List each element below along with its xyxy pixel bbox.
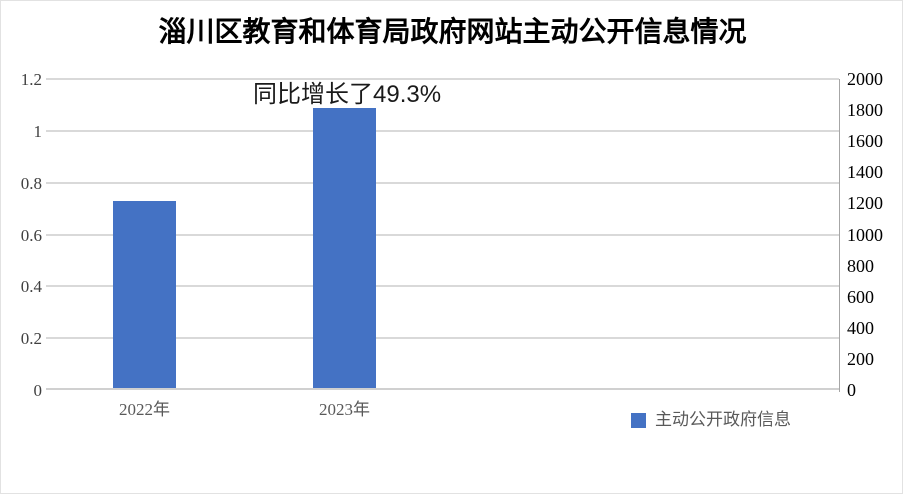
right-value-axis: 0 200 400 600 800 1000 1200 1400 1600 1800 2000 bbox=[847, 70, 902, 399]
right-axis-tick-label: 0 bbox=[847, 380, 856, 400]
gridline bbox=[46, 337, 839, 340]
gridline bbox=[46, 233, 839, 236]
left-axis-tick-label: 0.8 bbox=[20, 173, 42, 193]
legend-item-label: 主动公开政府信息 bbox=[655, 410, 791, 429]
bar[interactable] bbox=[113, 201, 176, 390]
right-axis-tick-label: 600 bbox=[847, 286, 874, 307]
right-axis-tick-label: 200 bbox=[847, 348, 874, 369]
left-axis-tick-label: 0.4 bbox=[20, 277, 42, 297]
legend-swatch-icon bbox=[631, 412, 646, 428]
category-label: 2022年 bbox=[119, 400, 170, 419]
right-axis-tick-label: 400 bbox=[847, 317, 874, 338]
right-axis-tick-label: 1400 bbox=[847, 162, 883, 183]
gridline bbox=[46, 181, 839, 184]
left-value-axis: 0 0.2 0.4 0.6 0.8 1 1.2 bbox=[1, 71, 43, 399]
right-axis-tick-label: 1000 bbox=[847, 224, 883, 245]
chart-title: 淄川区教育和体育局政府网站主动公开信息情况 bbox=[158, 17, 747, 48]
plot-area bbox=[46, 78, 839, 390]
category-label: 2023年 bbox=[319, 400, 370, 419]
gridline bbox=[46, 78, 839, 80]
left-axis-tick-label: 1.2 bbox=[20, 70, 42, 89]
right-axis-tick-label: 800 bbox=[847, 255, 874, 276]
right-axis-tick-label: 1800 bbox=[847, 100, 883, 121]
left-axis-tick-label: 0.2 bbox=[20, 329, 42, 349]
gridline bbox=[46, 129, 839, 132]
left-axis-tick-label: 0.6 bbox=[20, 225, 42, 245]
right-axis-tick-label: 1600 bbox=[847, 131, 883, 152]
right-axis-tick-label: 1200 bbox=[847, 193, 883, 214]
left-axis-tick-label: 1 bbox=[33, 121, 43, 141]
chart-legend[interactable]: 主动公开政府信息 bbox=[631, 410, 791, 430]
left-axis-tick-label: 0 bbox=[33, 381, 43, 400]
bar[interactable] bbox=[313, 107, 376, 390]
category-axis-labels: 2022年 2023年 bbox=[46, 399, 839, 425]
right-axis-tick-label: 2000 bbox=[847, 69, 883, 89]
growth-annotation: 同比增长了49.3% bbox=[253, 81, 442, 108]
gridline bbox=[46, 285, 839, 288]
right-axis-line bbox=[839, 79, 840, 392]
category-axis-line bbox=[46, 388, 839, 390]
